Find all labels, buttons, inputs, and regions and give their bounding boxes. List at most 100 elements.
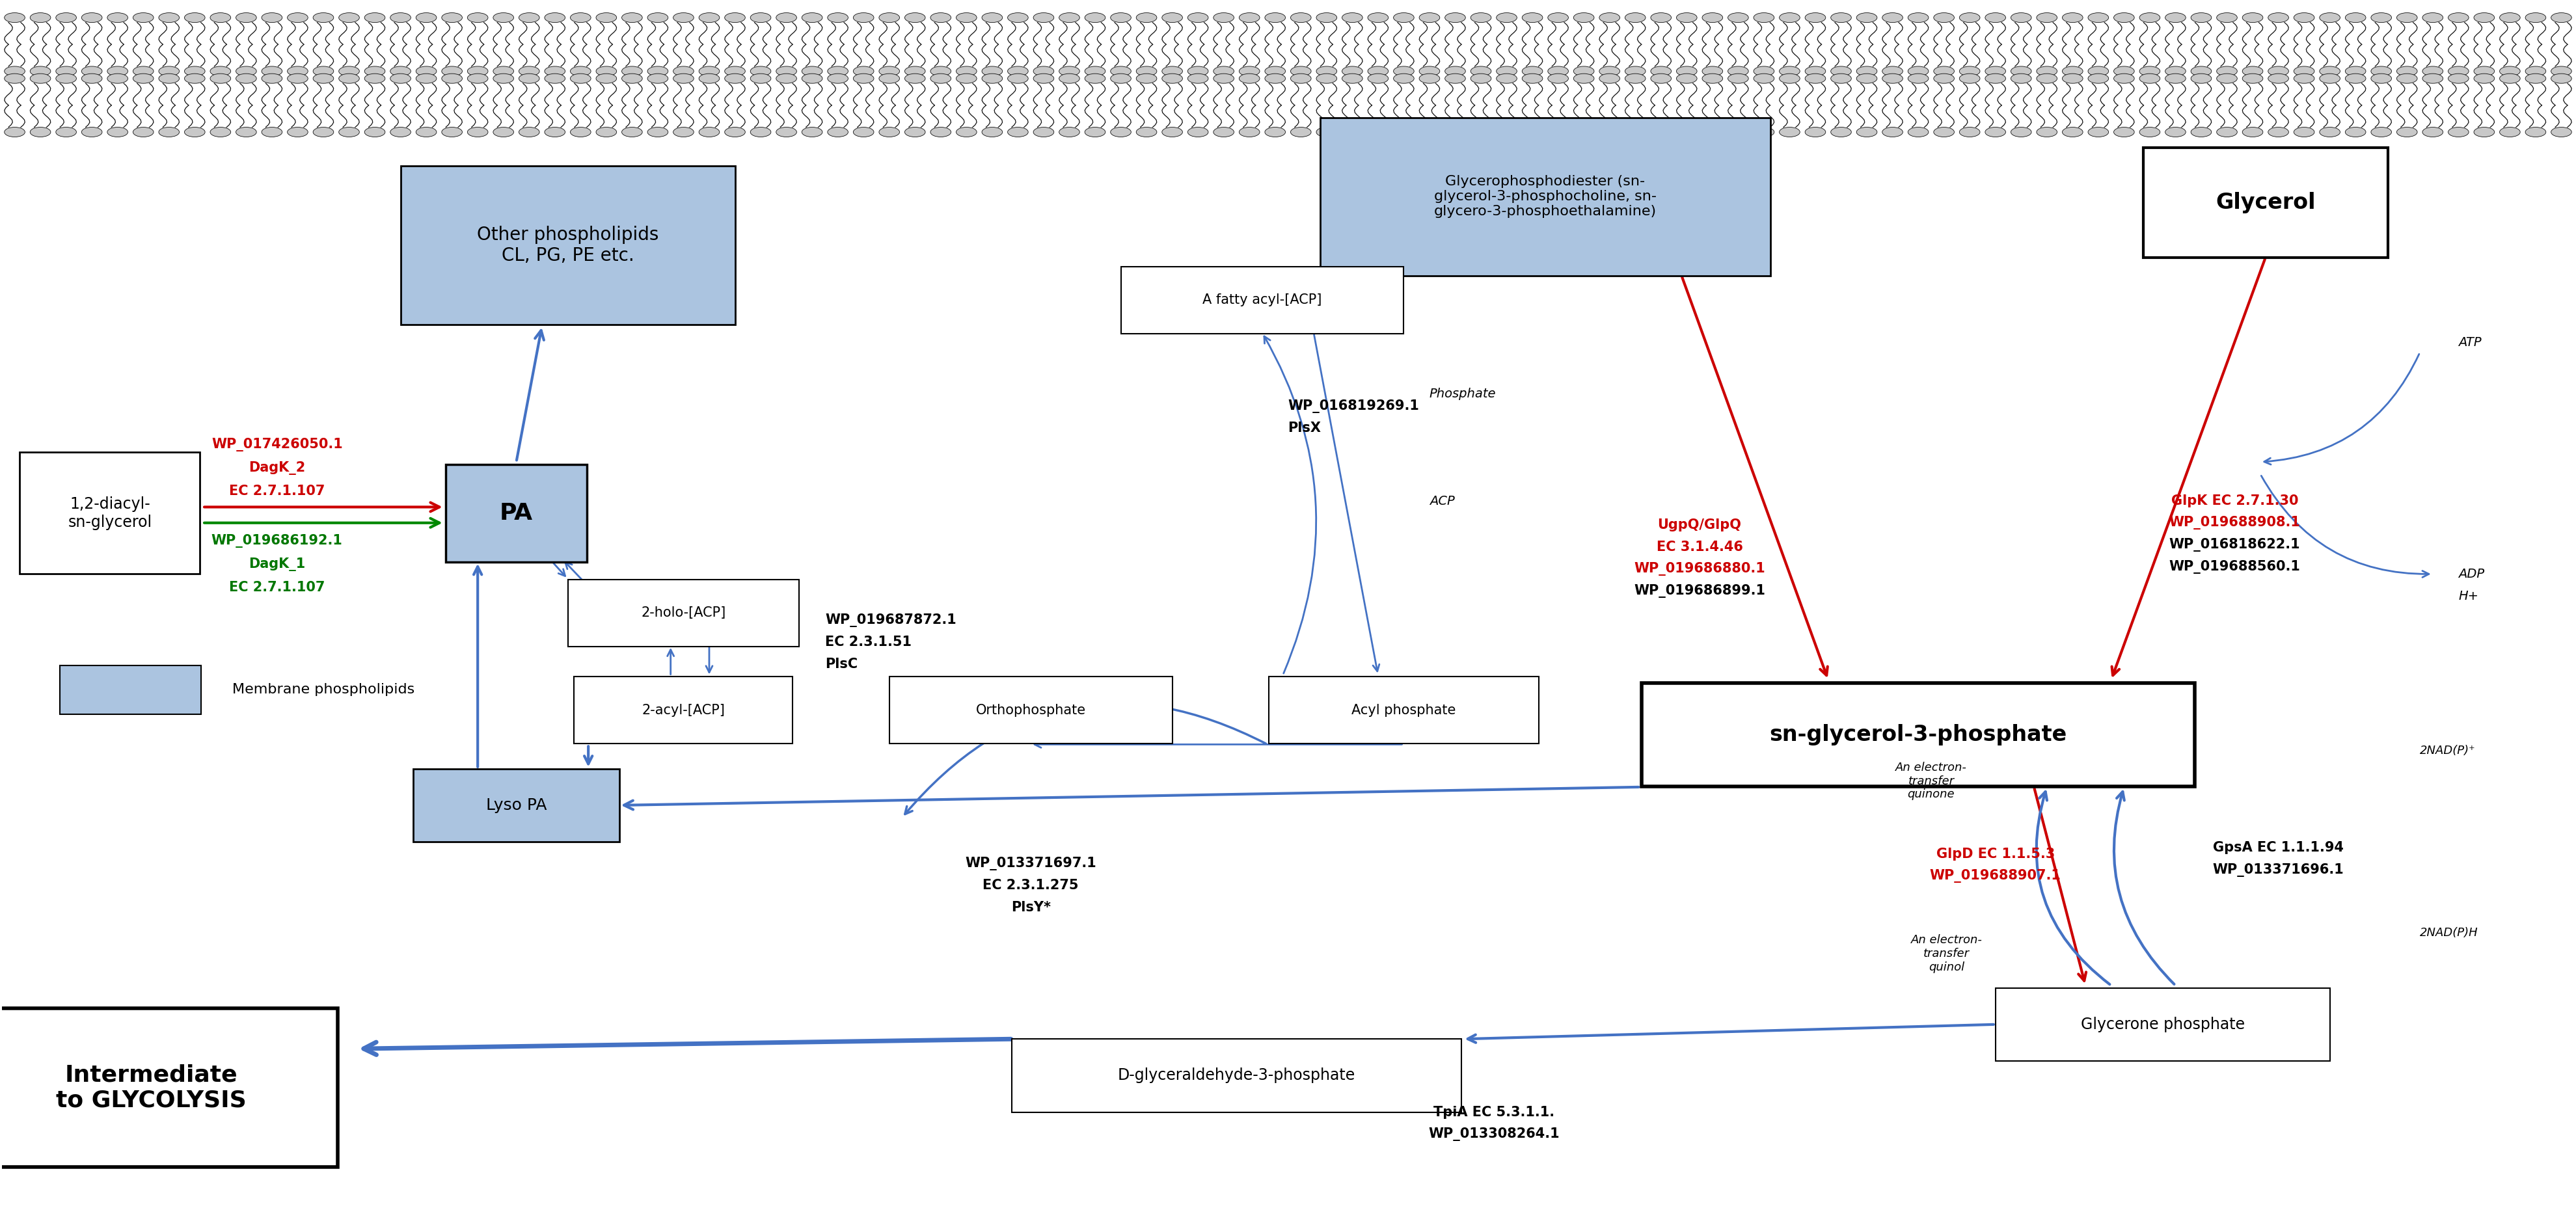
Circle shape bbox=[1368, 12, 1388, 22]
Circle shape bbox=[1136, 127, 1157, 137]
Circle shape bbox=[1986, 127, 2007, 137]
Circle shape bbox=[672, 12, 693, 22]
Circle shape bbox=[2038, 127, 2058, 137]
Circle shape bbox=[1471, 66, 1492, 76]
FancyBboxPatch shape bbox=[399, 166, 734, 325]
Circle shape bbox=[981, 12, 1002, 22]
Circle shape bbox=[1574, 73, 1595, 83]
Text: WP_019687872.1: WP_019687872.1 bbox=[824, 613, 956, 628]
Circle shape bbox=[1651, 12, 1672, 22]
Circle shape bbox=[1625, 73, 1646, 83]
Circle shape bbox=[878, 127, 899, 137]
Circle shape bbox=[2192, 127, 2210, 137]
Text: EC 2.3.1.51: EC 2.3.1.51 bbox=[824, 636, 912, 648]
Circle shape bbox=[5, 73, 26, 83]
Circle shape bbox=[31, 73, 52, 83]
Circle shape bbox=[2166, 66, 2187, 76]
Circle shape bbox=[647, 66, 667, 76]
Circle shape bbox=[185, 12, 206, 22]
Circle shape bbox=[2241, 127, 2262, 137]
Circle shape bbox=[2293, 73, 2313, 83]
Circle shape bbox=[108, 12, 129, 22]
Circle shape bbox=[492, 73, 513, 83]
FancyBboxPatch shape bbox=[2143, 148, 2388, 258]
Circle shape bbox=[2192, 73, 2210, 83]
Circle shape bbox=[1394, 12, 1414, 22]
Text: ADP: ADP bbox=[2458, 568, 2483, 580]
Circle shape bbox=[981, 66, 1002, 76]
Circle shape bbox=[621, 12, 641, 22]
Circle shape bbox=[1548, 73, 1569, 83]
Text: WP_019688908.1: WP_019688908.1 bbox=[2169, 516, 2300, 530]
Circle shape bbox=[544, 12, 564, 22]
Circle shape bbox=[1188, 12, 1208, 22]
Circle shape bbox=[1213, 66, 1234, 76]
Text: PlsX: PlsX bbox=[1288, 421, 1321, 435]
Circle shape bbox=[389, 66, 410, 76]
Text: 2NAD(P)H: 2NAD(P)H bbox=[2419, 927, 2478, 939]
Text: 2-holo-[ACP]: 2-holo-[ACP] bbox=[641, 607, 726, 619]
Circle shape bbox=[518, 73, 538, 83]
Circle shape bbox=[2396, 73, 2416, 83]
Circle shape bbox=[1188, 127, 1208, 137]
Circle shape bbox=[853, 66, 873, 76]
Circle shape bbox=[2370, 66, 2391, 76]
Circle shape bbox=[2063, 73, 2084, 83]
Circle shape bbox=[1986, 66, 2007, 76]
Circle shape bbox=[2550, 12, 2571, 22]
Circle shape bbox=[366, 73, 384, 83]
Text: Glycerone phosphate: Glycerone phosphate bbox=[2081, 1017, 2244, 1032]
Text: EC 3.1.4.46: EC 3.1.4.46 bbox=[1656, 541, 1744, 553]
Circle shape bbox=[1909, 127, 1929, 137]
Text: GlpK EC 2.7.1.30: GlpK EC 2.7.1.30 bbox=[2172, 495, 2298, 508]
Circle shape bbox=[2421, 127, 2442, 137]
Circle shape bbox=[263, 127, 283, 137]
Text: GlpD EC 1.1.5.3: GlpD EC 1.1.5.3 bbox=[1937, 847, 2056, 861]
Circle shape bbox=[1059, 66, 1079, 76]
Circle shape bbox=[698, 12, 719, 22]
Circle shape bbox=[904, 66, 925, 76]
Circle shape bbox=[904, 73, 925, 83]
Circle shape bbox=[2089, 66, 2110, 76]
Circle shape bbox=[569, 73, 590, 83]
Circle shape bbox=[2012, 73, 2032, 83]
Circle shape bbox=[2344, 73, 2365, 83]
Circle shape bbox=[930, 73, 951, 83]
Circle shape bbox=[1522, 127, 1543, 137]
Circle shape bbox=[415, 127, 435, 137]
Circle shape bbox=[340, 73, 361, 83]
Circle shape bbox=[827, 127, 848, 137]
Text: Glycerol: Glycerol bbox=[2215, 192, 2316, 214]
Circle shape bbox=[289, 66, 309, 76]
Circle shape bbox=[1368, 73, 1388, 83]
Circle shape bbox=[878, 12, 899, 22]
Circle shape bbox=[2267, 12, 2287, 22]
Circle shape bbox=[698, 66, 719, 76]
Circle shape bbox=[2447, 66, 2468, 76]
Circle shape bbox=[1883, 73, 1904, 83]
FancyBboxPatch shape bbox=[574, 676, 793, 744]
Circle shape bbox=[956, 12, 976, 22]
Circle shape bbox=[1291, 66, 1311, 76]
Circle shape bbox=[2447, 127, 2468, 137]
Circle shape bbox=[1986, 73, 2007, 83]
Circle shape bbox=[1059, 127, 1079, 137]
Circle shape bbox=[1677, 66, 1698, 76]
Circle shape bbox=[1728, 12, 1749, 22]
FancyBboxPatch shape bbox=[1121, 266, 1404, 333]
Circle shape bbox=[1728, 73, 1749, 83]
Circle shape bbox=[1935, 12, 1955, 22]
Circle shape bbox=[2115, 66, 2136, 76]
Circle shape bbox=[1754, 73, 1775, 83]
Circle shape bbox=[340, 12, 361, 22]
Circle shape bbox=[518, 66, 538, 76]
Circle shape bbox=[185, 73, 206, 83]
Circle shape bbox=[569, 66, 590, 76]
Circle shape bbox=[1522, 73, 1543, 83]
Text: WP_019688907.1: WP_019688907.1 bbox=[1929, 869, 2061, 883]
Circle shape bbox=[492, 66, 513, 76]
Circle shape bbox=[1419, 127, 1440, 137]
Circle shape bbox=[1110, 66, 1131, 76]
Circle shape bbox=[2038, 73, 2058, 83]
Text: EC 2.3.1.275: EC 2.3.1.275 bbox=[984, 879, 1079, 893]
